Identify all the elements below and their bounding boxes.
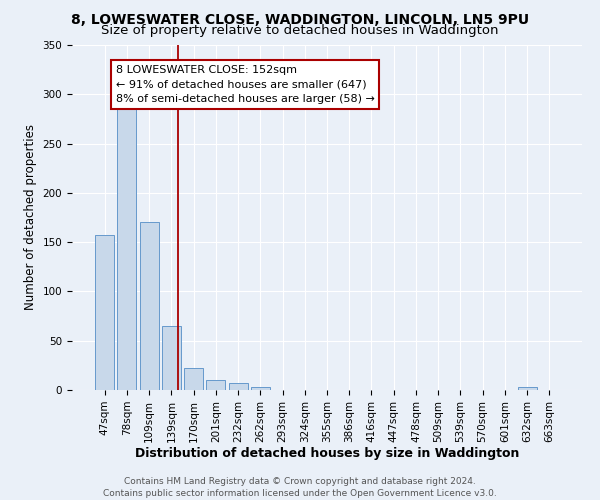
X-axis label: Distribution of detached houses by size in Waddington: Distribution of detached houses by size … bbox=[135, 448, 519, 460]
Bar bbox=[140, 222, 158, 390]
Bar bbox=[95, 235, 114, 390]
Text: 8, LOWESWATER CLOSE, WADDINGTON, LINCOLN, LN5 9PU: 8, LOWESWATER CLOSE, WADDINGTON, LINCOLN… bbox=[71, 12, 529, 26]
Text: Size of property relative to detached houses in Waddington: Size of property relative to detached ho… bbox=[101, 24, 499, 37]
Bar bbox=[206, 380, 225, 390]
Text: Contains HM Land Registry data © Crown copyright and database right 2024.
Contai: Contains HM Land Registry data © Crown c… bbox=[103, 476, 497, 498]
Y-axis label: Number of detached properties: Number of detached properties bbox=[24, 124, 37, 310]
Bar bbox=[118, 106, 136, 390]
Bar bbox=[162, 326, 181, 390]
Bar bbox=[518, 387, 536, 390]
Bar bbox=[184, 368, 203, 390]
Bar bbox=[251, 387, 270, 390]
Text: 8 LOWESWATER CLOSE: 152sqm
← 91% of detached houses are smaller (647)
8% of semi: 8 LOWESWATER CLOSE: 152sqm ← 91% of deta… bbox=[116, 64, 374, 104]
Bar bbox=[229, 383, 248, 390]
